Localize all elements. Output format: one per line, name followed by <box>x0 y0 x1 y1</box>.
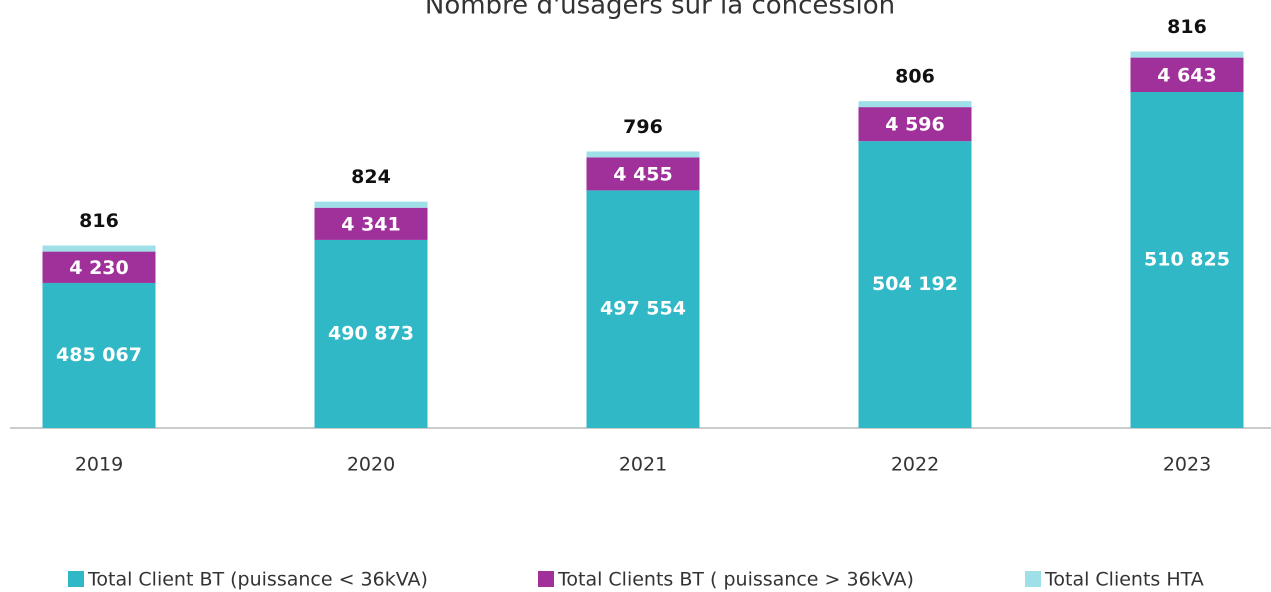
data-label: 504 192 <box>872 273 958 295</box>
x-tick-label: 2019 <box>75 454 123 476</box>
legend-swatch <box>1025 571 1041 587</box>
data-label: 510 825 <box>1144 249 1230 271</box>
bar-segment <box>42 282 156 428</box>
bar-segment <box>1130 92 1244 428</box>
data-label: 4 230 <box>69 257 129 279</box>
bar-segment <box>858 101 972 108</box>
data-label: 497 554 <box>600 298 686 320</box>
data-label: 806 <box>895 66 935 88</box>
data-label: 816 <box>79 210 119 232</box>
data-label: 4 596 <box>885 114 945 136</box>
data-label: 490 873 <box>328 322 414 344</box>
data-label: 816 <box>1167 16 1207 38</box>
bar-segment <box>586 151 700 158</box>
bar-segment <box>1130 57 1244 93</box>
x-tick-label: 2022 <box>891 454 939 476</box>
legend-swatch <box>538 571 554 587</box>
bar-segment <box>42 251 156 283</box>
bar-segment <box>314 201 428 208</box>
x-tick-label: 2023 <box>1163 454 1211 476</box>
bar-segment <box>858 141 972 428</box>
bar-segment <box>42 245 156 252</box>
legend-label: Total Client BT (puissance < 36kVA) <box>87 569 428 591</box>
legend-label: Total Clients BT ( puissance > 36kVA) <box>557 569 914 591</box>
data-label: 796 <box>623 116 663 138</box>
x-tick-label: 2021 <box>619 454 667 476</box>
bar-segment <box>586 190 700 428</box>
bar-segment <box>314 207 428 240</box>
data-label: 4 643 <box>1157 64 1217 86</box>
data-label: 824 <box>351 166 391 188</box>
data-label: 4 341 <box>341 213 401 235</box>
chart-title: Nombre d'usagers sur la concession <box>425 0 895 21</box>
data-label: 4 455 <box>613 163 673 185</box>
legend-label: Total Clients HTA <box>1044 569 1204 591</box>
bar-segment <box>858 107 972 142</box>
legend-swatch <box>68 571 84 587</box>
bar-segment <box>586 157 700 191</box>
data-label: 485 067 <box>56 344 142 366</box>
bar-segment <box>1130 51 1244 58</box>
bar-segment <box>314 239 428 428</box>
x-tick-label: 2020 <box>347 454 395 476</box>
